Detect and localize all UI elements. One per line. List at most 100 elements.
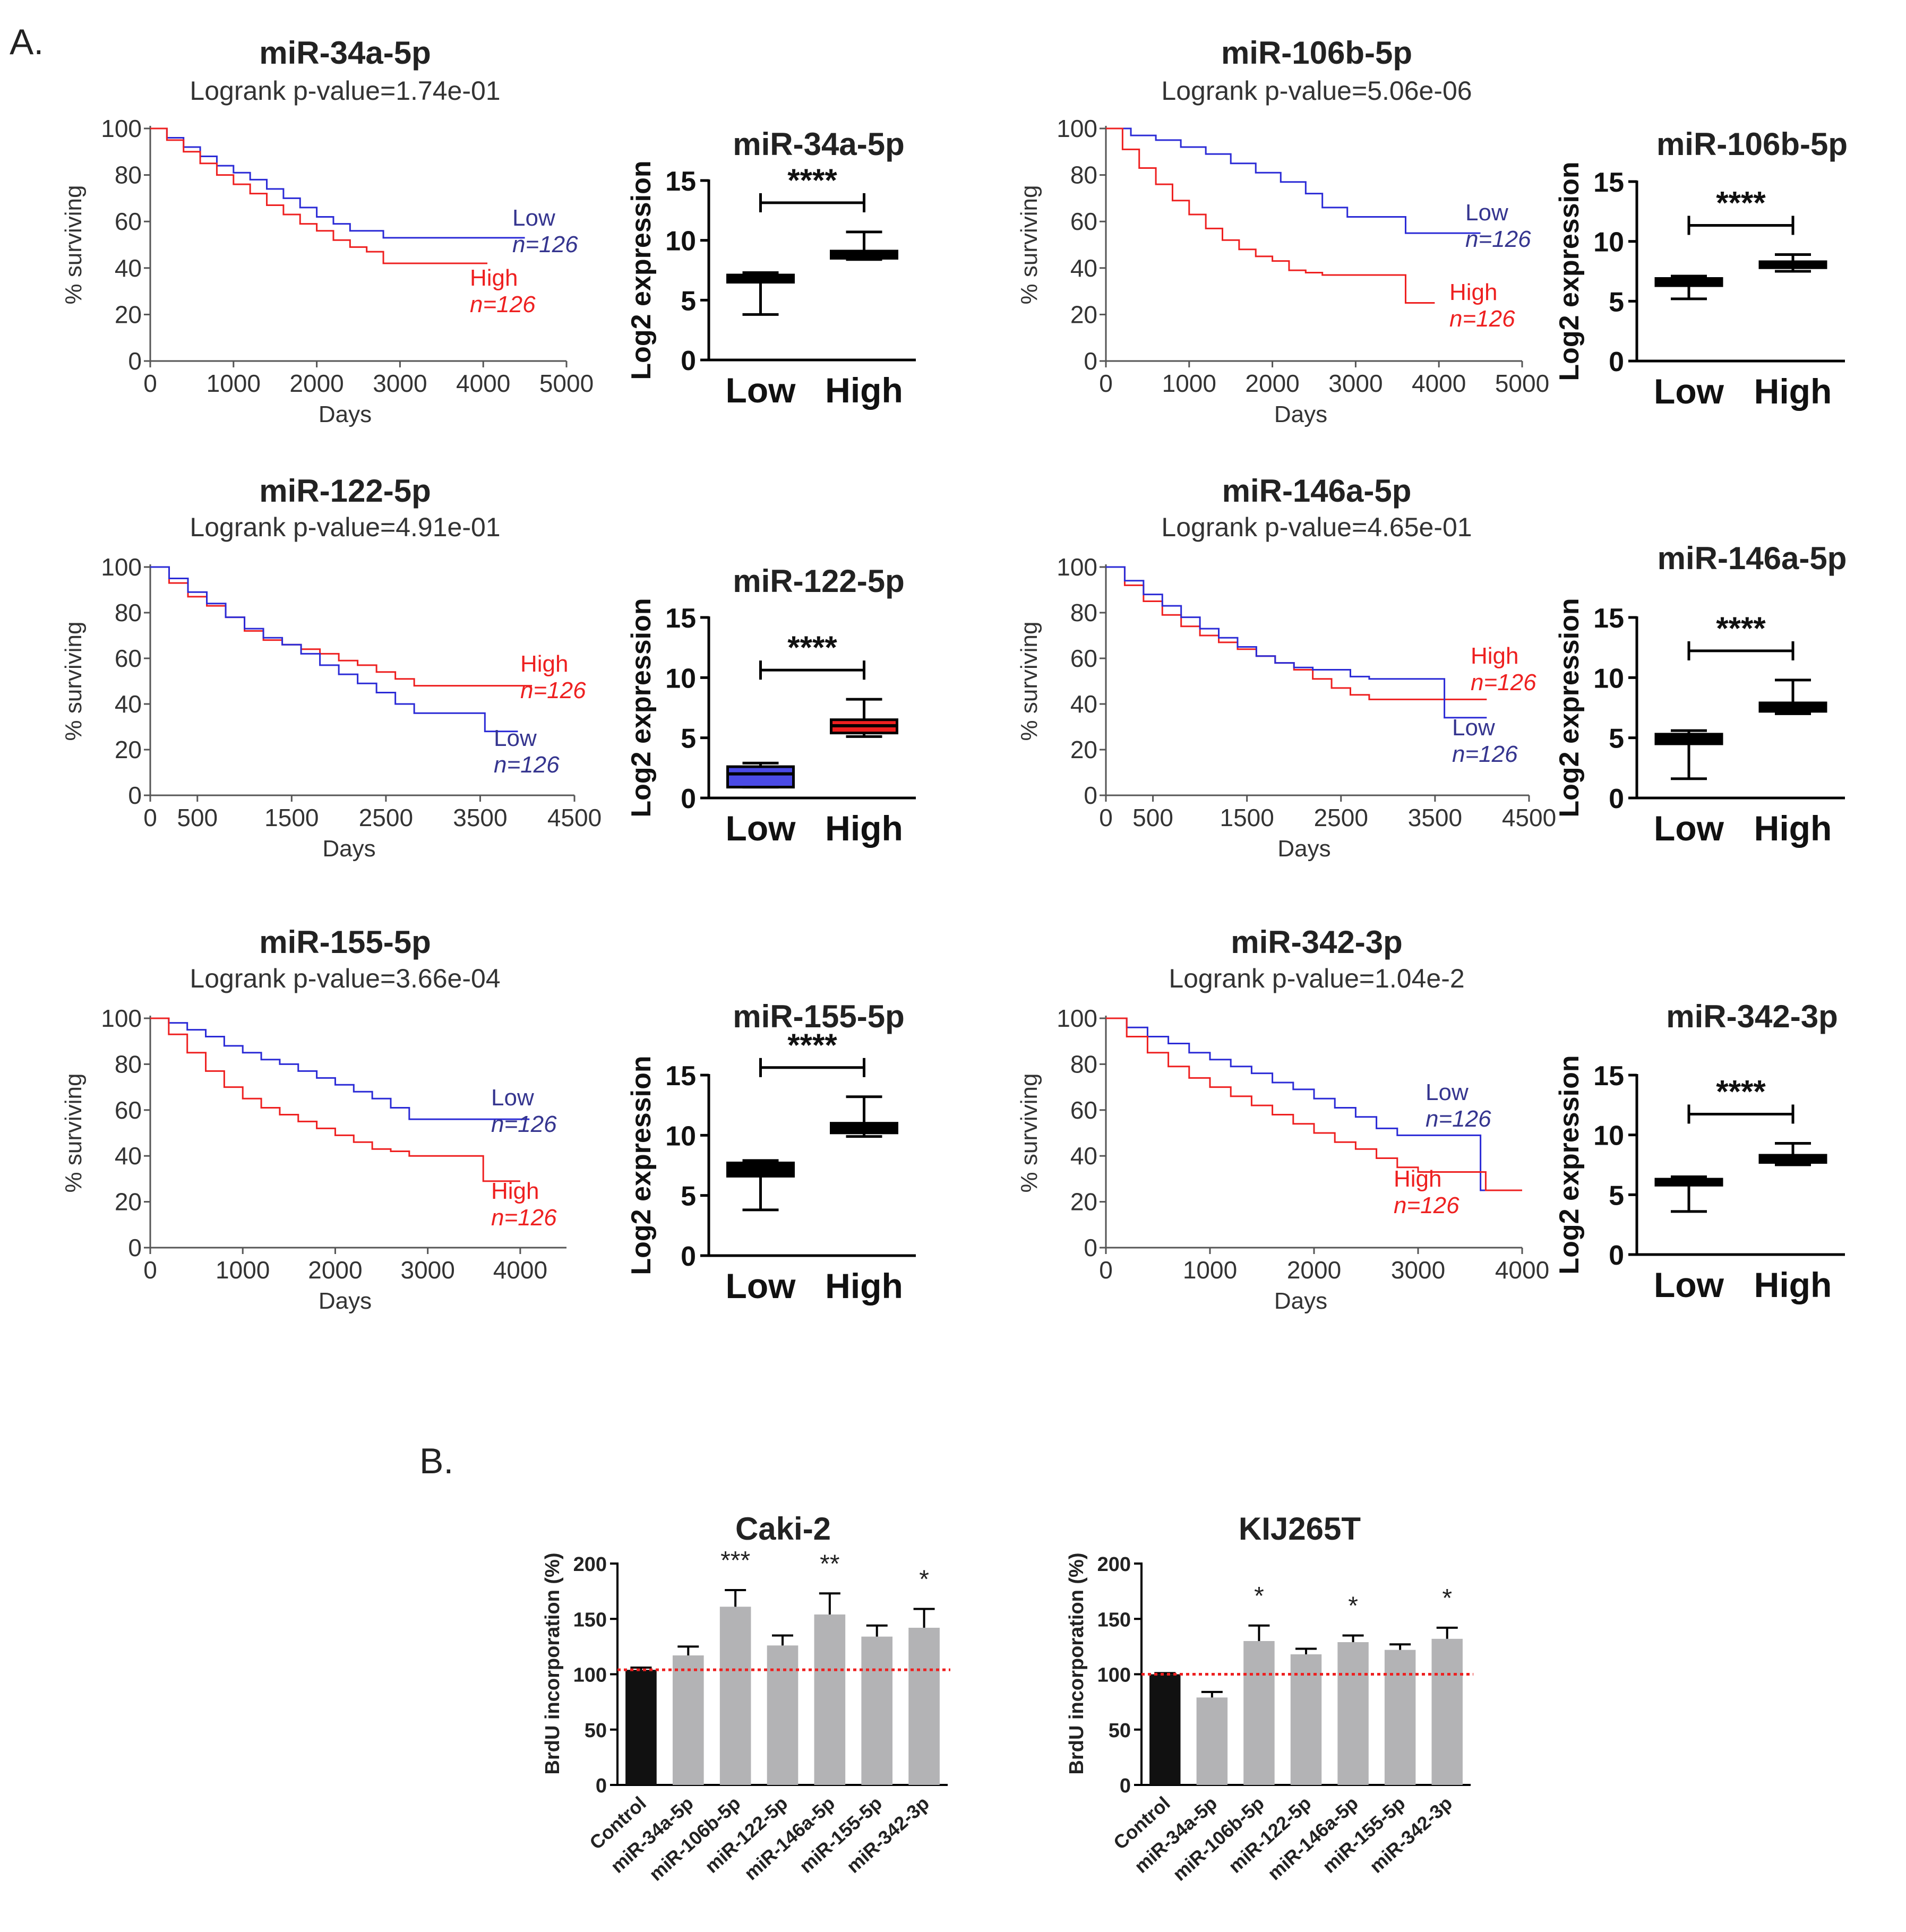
bar-mir-34a-5p <box>672 1655 704 1785</box>
km-y-tick-label: 100 <box>1057 553 1097 581</box>
km-legend-n-low: n=126 <box>1452 741 1518 767</box>
bar-sig-stars: * <box>1348 1592 1358 1620</box>
bar-y-tick-label: 150 <box>573 1609 607 1631</box>
bar-caki2: Caki-2 0 50 100 150 200 BrdU incorporation (%)… <box>542 1511 950 1885</box>
km-y-tick-label: 40 <box>1070 1142 1097 1170</box>
km-y-label: % surviving <box>1016 1074 1042 1193</box>
km-mir106b: miR-106b-5p Logrank p-value=5.06e-06 0 20 40… <box>1016 35 1549 427</box>
panel-a-label: A. <box>10 22 44 62</box>
km-subtitle: Logrank p-value=3.66e-04 <box>190 964 500 993</box>
km-y-tick-label: 80 <box>1070 599 1097 626</box>
km-subtitle: Logrank p-value=1.04e-2 <box>1169 964 1464 993</box>
bar-sig-stars: *** <box>720 1547 750 1575</box>
box-sig-stars: **** <box>1716 1074 1766 1109</box>
bar-mir-146a-5p <box>1337 1642 1369 1785</box>
bar-sig-stars: * <box>1442 1584 1452 1612</box>
km-x-tick-label: 4500 <box>1502 804 1556 831</box>
km-legend-low: Low <box>1452 715 1495 741</box>
km-legend-n-high: n=126 <box>1471 669 1536 695</box>
km-x-tick-label: 3000 <box>400 1256 454 1284</box>
box-mir146a: miR-146a-5p 0 5 10 15 Log2 expression Low High *… <box>1554 540 1847 848</box>
km-x-tick-label: 1500 <box>264 804 319 831</box>
box-sig-stars: **** <box>1716 185 1766 220</box>
km-x-tick-label: 1000 <box>1183 1256 1237 1284</box>
box-group-label: Low <box>726 1266 796 1306</box>
box-body-low <box>726 765 795 789</box>
km-x-tick-label: 1000 <box>207 370 261 397</box>
km-y-label: % surviving <box>1016 622 1042 741</box>
box-sig-stars: **** <box>787 1027 837 1063</box>
km-y-tick-label: 20 <box>115 300 142 328</box>
km-legend-low: Low <box>1465 200 1508 226</box>
km-y-tick-label: 100 <box>1057 1004 1097 1032</box>
km-x-tick-label: 0 <box>1099 1256 1113 1284</box>
km-legend-n-low: n=126 <box>491 1111 557 1137</box>
km-subtitle: Logrank p-value=4.65e-01 <box>1161 512 1472 542</box>
km-legend-n-high: n=126 <box>1449 306 1515 332</box>
km-y-label: % surviving <box>1016 185 1042 305</box>
km-y-tick-label: 40 <box>115 254 142 282</box>
km-legend-low: Low <box>1426 1079 1469 1105</box>
bar-mir-122-5p <box>767 1645 799 1785</box>
bar-y-label: BrdU incorporation (%) <box>542 1553 564 1775</box>
km-legend-n-low: n=126 <box>1465 226 1531 252</box>
km-mir34a: miR-34a-5p Logrank p-value=1.74e-01 0 20 40 6… <box>61 35 594 427</box>
km-mir155: miR-155-5p Logrank p-value=3.66e-04 0 20 40 6… <box>61 924 566 1314</box>
box-y-tick-label: 15 <box>1593 1061 1624 1092</box>
km-curve-low <box>150 127 525 239</box>
km-x-tick-label: 0 <box>143 804 157 831</box>
km-x-tick-label: 4500 <box>547 804 602 831</box>
bar-mir-155-5p <box>861 1636 893 1785</box>
km-y-tick-label: 20 <box>115 736 142 763</box>
box-y-tick-label: 10 <box>665 1121 696 1152</box>
km-x-tick-label: 3000 <box>1391 1256 1445 1284</box>
km-x-label: Days <box>319 401 372 427</box>
km-legend-low: Low <box>491 1085 534 1111</box>
km-x-tick-label: 1000 <box>1162 370 1216 397</box>
bar-sig-stars: * <box>919 1565 929 1593</box>
km-curve-high <box>1106 127 1435 304</box>
km-x-tick-label: 0 <box>143 1256 157 1284</box>
km-y-tick-label: 100 <box>101 1004 142 1032</box>
bar-mir-34a-5p <box>1196 1697 1228 1785</box>
km-legend-n-high: n=126 <box>520 677 586 703</box>
km-x-tick-label: 2000 <box>1245 370 1299 397</box>
km-curve-low <box>1106 127 1481 234</box>
km-y-tick-label: 20 <box>1070 1188 1097 1216</box>
km-legend-low: Low <box>494 725 537 751</box>
bar-y-tick-label: 0 <box>1120 1775 1131 1797</box>
km-curve-high <box>1106 1017 1522 1191</box>
box-y-tick-label: 10 <box>1593 663 1624 694</box>
km-y-tick-label: 100 <box>101 115 142 142</box>
km-title: miR-34a-5p <box>259 35 431 71</box>
km-y-tick-label: 0 <box>128 782 142 809</box>
km-title: miR-155-5p <box>259 924 431 960</box>
km-curve-low <box>1106 1017 1522 1191</box>
box-y-tick-label: 0 <box>1609 1240 1624 1271</box>
km-x-tick-label: 2000 <box>289 370 344 397</box>
km-y-tick-label: 60 <box>115 1096 142 1124</box>
km-x-label: Days <box>319 1288 372 1314</box>
km-curve-high <box>150 1017 520 1182</box>
box-group-label: Low <box>1654 809 1724 848</box>
km-legend-high: High <box>1449 279 1498 305</box>
box-y-tick-label: 5 <box>681 724 696 754</box>
km-x-tick-label: 1500 <box>1220 804 1274 831</box>
box-sig-stars: **** <box>1716 611 1766 646</box>
km-legend-high: High <box>470 265 518 291</box>
bar-title: KIJ265T <box>1239 1511 1361 1547</box>
box-y-tick-label: 0 <box>681 346 696 376</box>
km-y-tick-label: 60 <box>1070 208 1097 235</box>
km-y-tick-label: 80 <box>1070 1050 1097 1078</box>
box-group-label: Low <box>726 809 796 848</box>
box-group-label: Low <box>726 371 796 410</box>
km-x-tick-label: 0 <box>1099 804 1113 831</box>
km-title: miR-106b-5p <box>1221 35 1412 71</box>
bar-kij265t: KIJ265T 0 50 100 150 200 BrdU incorporation (%… <box>1066 1511 1473 1885</box>
km-y-tick-label: 60 <box>115 645 142 672</box>
km-y-tick-label: 60 <box>1070 1096 1097 1124</box>
box-y-label: Log2 expression <box>626 1055 657 1275</box>
km-x-tick-label: 2000 <box>1287 1256 1341 1284</box>
